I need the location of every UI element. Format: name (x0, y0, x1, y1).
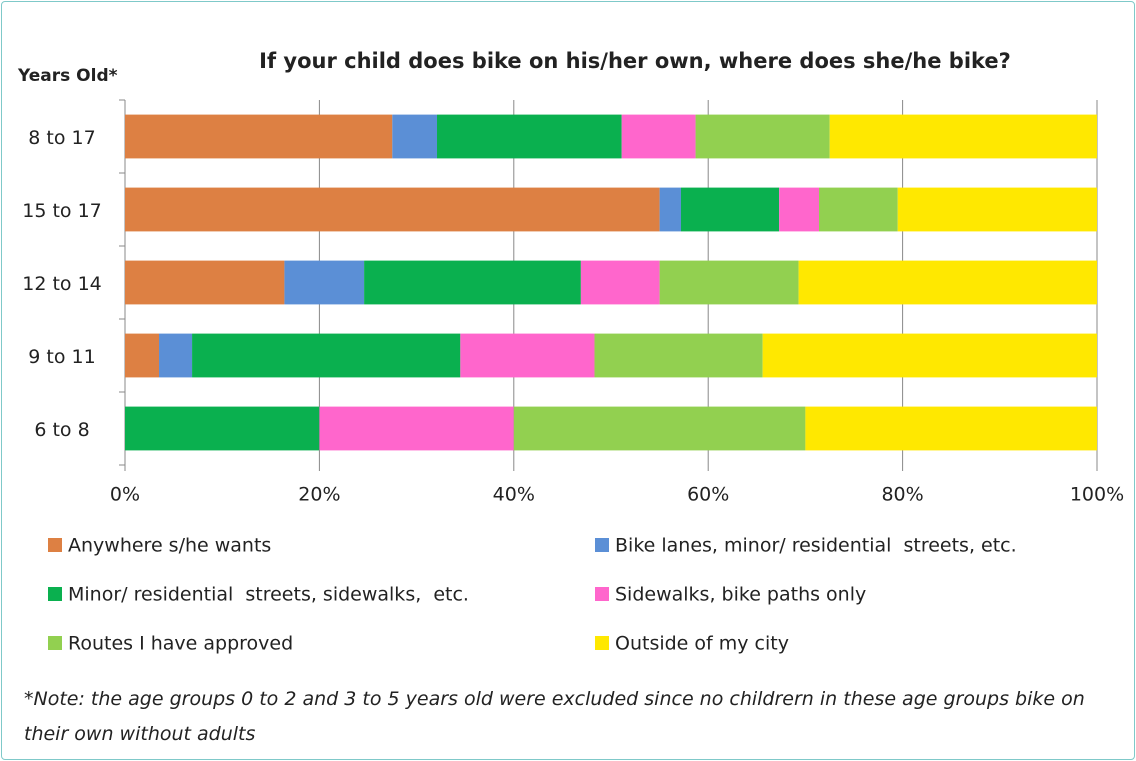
bar-segment (897, 187, 1097, 232)
bar-segment (779, 187, 820, 232)
note: *Note: the age groups 0 to 2 and 3 to 5 … (24, 688, 1085, 745)
legend-label: Minor/ residential streets, sidewalks, e… (68, 584, 469, 606)
bar-segment (437, 114, 622, 159)
x-tick-label: 100% (1070, 484, 1124, 506)
y-tick-label: 9 to 11 (28, 346, 95, 368)
y-tick-label: 8 to 17 (28, 127, 95, 149)
legend-swatch (595, 587, 609, 601)
chart: If your child does bike on his/her own, … (17, 49, 1124, 655)
x-tick-label: 40% (493, 484, 535, 506)
legend-label: Outside of my city (615, 633, 789, 655)
bar-segment (392, 114, 438, 159)
bar-segment (805, 406, 1097, 451)
legend-label: Routes I have approved (68, 633, 293, 655)
bar-segment (580, 260, 660, 305)
x-tick-label: 20% (298, 484, 340, 506)
bar-segment (695, 114, 830, 159)
legend-swatch (48, 636, 62, 650)
bar-segment (594, 333, 763, 378)
bar-segment (819, 187, 898, 232)
bar-segment (364, 260, 581, 305)
bar-segment (319, 406, 514, 451)
bar-segment (284, 260, 365, 305)
bar-segment (513, 406, 806, 451)
legend-label: Anywhere s/he wants (68, 535, 271, 557)
bar-segment (621, 114, 696, 159)
chart-title: If your child does bike on his/her own, … (259, 49, 1011, 73)
x-tick-label: 0% (110, 484, 140, 506)
legend-swatch (595, 538, 609, 552)
bar-segment (125, 114, 393, 159)
legend-label: Sidewalks, bike paths only (615, 584, 866, 606)
bar-segment (829, 114, 1097, 159)
y-axis-label: Years Old* (17, 66, 118, 86)
bar-segment (125, 406, 320, 451)
legend-label: Bike lanes, minor/ residential streets, … (615, 535, 1017, 557)
legend-swatch (48, 587, 62, 601)
bar-segment (159, 333, 193, 378)
bar-segment (659, 260, 799, 305)
legend-swatch (48, 538, 62, 552)
x-tick-label: 60% (687, 484, 729, 506)
bar-segment (125, 187, 660, 232)
x-tick-label: 80% (881, 484, 923, 506)
bar-segment (798, 260, 1097, 305)
bar-segment (659, 187, 681, 232)
y-tick-label: 6 to 8 (34, 419, 89, 441)
bar-segment (680, 187, 780, 232)
bar-segment (125, 260, 285, 305)
bar-segment (460, 333, 595, 378)
bar-segment (192, 333, 461, 378)
bar-segment (125, 333, 160, 378)
y-tick-label: 15 to 17 (22, 200, 102, 222)
legend-swatch (595, 636, 609, 650)
bar-segment (762, 333, 1097, 378)
y-tick-label: 12 to 14 (22, 273, 102, 295)
